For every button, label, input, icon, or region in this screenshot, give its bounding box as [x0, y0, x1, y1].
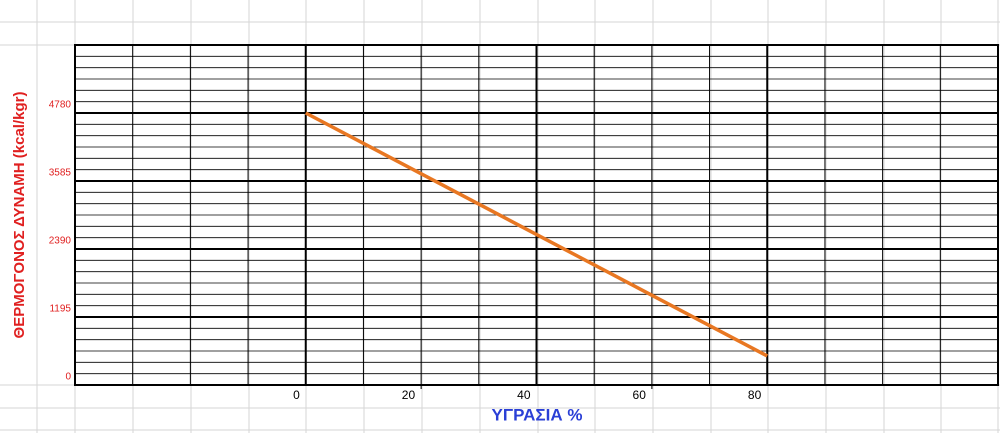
- y-tick-label: 1195: [49, 304, 71, 315]
- x-tick-label: 20: [402, 388, 416, 402]
- x-tick-label: 80: [748, 388, 762, 402]
- y-tick-label: 2390: [49, 236, 72, 247]
- data-line: [304, 111, 769, 358]
- y-axis-title: ΘΕΡΜΟΓΟΝΟΣ ΔΥΝΑΜΗ (kcal/kgr): [11, 92, 28, 339]
- x-tick-label: 0: [293, 388, 300, 402]
- x-tick-label: 60: [633, 388, 647, 402]
- x-tick-label: 40: [517, 388, 531, 402]
- x-axis-title: ΥΓΡΑΣΙΑ %: [492, 405, 583, 424]
- y-tick-label: 4780: [49, 100, 72, 111]
- major-grid: [74, 44, 999, 389]
- y-tick-label: 0: [65, 372, 71, 383]
- y-tick-label: 3585: [49, 168, 72, 179]
